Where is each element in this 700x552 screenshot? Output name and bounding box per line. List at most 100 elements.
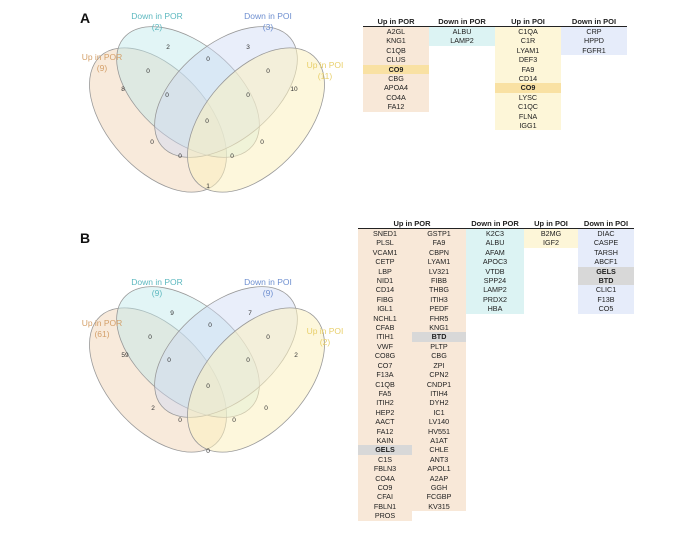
table-b-cell-up-por-col2: LV321 xyxy=(412,266,466,277)
table-b-cell-empty xyxy=(466,427,524,436)
table-b-cell-empty xyxy=(524,483,578,492)
venn-a-region: 0 xyxy=(205,118,209,125)
table-a-cell-empty xyxy=(561,74,627,83)
table-b-cell-up-por-col1: CO4A xyxy=(358,473,412,483)
venn-b-count-down-por: (9) xyxy=(152,288,163,298)
venn-a-count-up-por: (9) xyxy=(97,63,108,73)
table-a-cell-up-poi: IGG1 xyxy=(495,121,561,131)
table-a-cell-empty xyxy=(429,74,495,83)
venn-a-region: 0 xyxy=(260,139,264,146)
table-a-cell-empty xyxy=(561,55,627,64)
table-a-cell-empty xyxy=(429,121,495,130)
table-b-cell-empty xyxy=(524,492,578,501)
table-b-row: VCAM1 CBPN AFAM TARSH xyxy=(358,247,634,258)
table-b-cell-down-por: ALBU xyxy=(466,238,524,248)
venn-a-region: 1 xyxy=(206,183,210,190)
table-b-cell-up-por-col2: ZPI xyxy=(412,360,466,371)
table-b-cell-empty xyxy=(524,436,578,445)
venn-b-region: 0 xyxy=(148,334,152,341)
table-b-cell-empty xyxy=(524,361,578,370)
table-b-cell-up-por-col1: PROS xyxy=(358,511,412,521)
table-b-cell-empty xyxy=(524,295,578,304)
table-b-cell-empty xyxy=(524,267,578,276)
table-b-cell-down-por: SPP24 xyxy=(466,276,524,286)
table-b-cell-empty xyxy=(524,248,578,257)
venn-a-region: 0 xyxy=(178,153,182,160)
table-b-cell-up-por-col2: HV551 xyxy=(412,426,466,436)
table-b-cell-up-por-col2: FIBB xyxy=(412,276,466,286)
venn-a-region: 0 xyxy=(150,139,154,146)
table-b-row: FBLN3 APOL1 xyxy=(358,464,634,474)
venn-b-label-down-por: Down in POR xyxy=(131,277,183,287)
table-a: Up in POR Down in POR Up in POI Down in … xyxy=(363,16,627,131)
table-b-cell-up-por-col1: HEP2 xyxy=(358,407,412,418)
venn-a-count-down-por: (2) xyxy=(152,22,163,32)
table-a-cell-up-poi: CO9 xyxy=(495,83,561,93)
table-b-row: CD14 THBG LAMP2 CLIC1 xyxy=(358,285,634,295)
table-a-header-down-por: Down in POR xyxy=(429,16,495,27)
table-a-cell-empty xyxy=(561,102,627,111)
table-b-cell-up-por-col1: GELS xyxy=(358,445,412,455)
table-a-cell-up-poi: DEF3 xyxy=(495,55,561,65)
table-a-cell-up-por: CO9 xyxy=(363,64,429,75)
venn-a-label-down-poi: Down in POI xyxy=(244,11,292,21)
venn-b-region: 0 xyxy=(206,383,210,390)
table-a-cell-empty xyxy=(429,55,495,64)
venn-b-count-down-poi: (9) xyxy=(263,288,274,298)
table-b-cell-empty xyxy=(524,257,578,266)
table-b-cell-up-por-col2: LV140 xyxy=(412,417,466,427)
table-a-cell-up-por: CO4A xyxy=(363,92,429,103)
venn-a-count-down-poi: (3) xyxy=(263,22,274,32)
table-b-cell-empty xyxy=(578,427,634,436)
table-a-cell-down-por: ALBU xyxy=(429,26,495,37)
venn-a-region: 2 xyxy=(166,44,170,51)
table-b-cell-down-poi: DIAC xyxy=(578,228,634,239)
table-a-cell-up-poi: LYAM1 xyxy=(495,45,561,56)
table-b-cell-empty xyxy=(524,285,578,294)
table-b-cell-up-por-col1: CO8G xyxy=(358,351,412,361)
table-b-cell-up-por-col2: KNG1 xyxy=(412,323,466,333)
table-a-cell-down-por: LAMP2 xyxy=(429,36,495,46)
table-b-cell-up-por-col1: FA5 xyxy=(358,388,412,399)
table-b-cell-up-por-col2: LYAM1 xyxy=(412,257,466,267)
venn-b-count-up-poi: (2) xyxy=(320,337,331,347)
table-b-cell-empty xyxy=(466,370,524,379)
table-b-row: FA5 ITIH4 xyxy=(358,388,634,399)
table-a-cell-up-poi: C1QC xyxy=(495,102,561,112)
table-b-cell-up-por-col2: PLTP xyxy=(412,341,466,352)
table-b-cell-up-poi: IGF2 xyxy=(524,238,578,248)
table-b-row: CFAB KNG1 xyxy=(358,323,634,333)
table-a-cell-up-por: CBG xyxy=(363,74,429,84)
table-b-row: PROS xyxy=(358,511,634,521)
table-b-cell-down-poi: GELS xyxy=(578,266,634,277)
table-a-row: CO4A LYSC xyxy=(363,92,627,103)
table-b-cell-empty xyxy=(578,389,634,398)
table-b-cell-up-por-col2: APOL1 xyxy=(412,464,466,474)
table-a-cell-up-por: C1QB xyxy=(363,45,429,56)
table-b-cell-up-por-col2: CNDP1 xyxy=(412,379,466,389)
table-b-cell-up-por-col2: ITIH3 xyxy=(412,294,466,305)
table-b-cell-up-por-col2: DYH2 xyxy=(412,398,466,408)
table-b-cell-up-por-col1: F13A xyxy=(358,370,412,380)
table-b-cell-empty xyxy=(578,351,634,360)
table-a-row: CBG CD14 xyxy=(363,74,627,84)
table-b-row: C1QB CNDP1 xyxy=(358,379,634,389)
table-b-cell-empty xyxy=(578,417,634,426)
table-a-cell-empty xyxy=(429,102,495,111)
venn-b-region: 0 xyxy=(206,448,210,455)
table-b-cell-empty xyxy=(578,436,634,445)
table-b-cell-up-por-col2: CBG xyxy=(412,351,466,361)
table-b-cell-up-por-col1: ITIH2 xyxy=(358,398,412,408)
table-b-row: CO8G CBG xyxy=(358,351,634,361)
table-b-cell-empty xyxy=(578,464,634,473)
table-b-cell-down-por: PRDX2 xyxy=(466,294,524,305)
table-b-cell-up-por-col1: C1QB xyxy=(358,379,412,389)
table-b-header-up-poi: Up in POI xyxy=(524,218,578,229)
table-b-cell-up-por-col1: KAIN xyxy=(358,435,412,446)
table-b-cell-down-poi: F13B xyxy=(578,294,634,305)
venn-a-region: 0 xyxy=(206,56,210,63)
table-b-cell-empty xyxy=(578,474,634,483)
table-b-cell-empty xyxy=(524,370,578,379)
table-b-cell-up-por-col1: CETP xyxy=(358,257,412,267)
table-b-cell-down-por: VTDB xyxy=(466,266,524,277)
